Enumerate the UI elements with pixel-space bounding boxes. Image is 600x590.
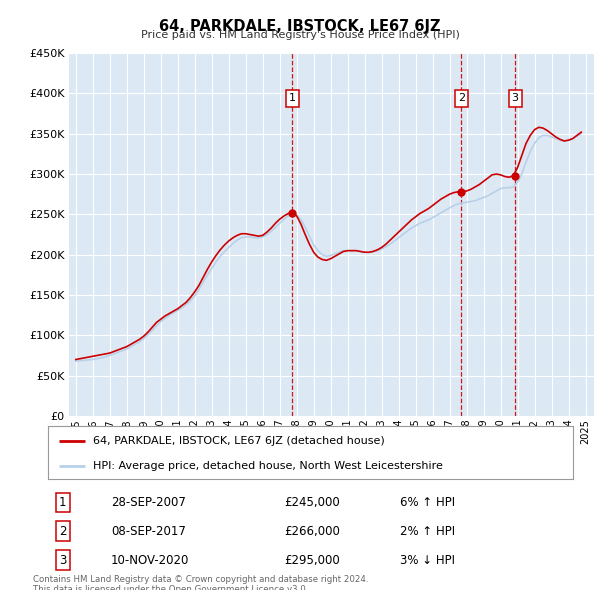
Text: 64, PARKDALE, IBSTOCK, LE67 6JZ (detached house): 64, PARKDALE, IBSTOCK, LE67 6JZ (detache… — [92, 436, 385, 446]
Text: 3: 3 — [59, 553, 67, 566]
Text: £295,000: £295,000 — [284, 553, 340, 566]
Text: 1: 1 — [59, 496, 67, 509]
Text: 3: 3 — [512, 93, 518, 103]
Text: 2% ↑ HPI: 2% ↑ HPI — [400, 525, 455, 537]
Text: 64, PARKDALE, IBSTOCK, LE67 6JZ: 64, PARKDALE, IBSTOCK, LE67 6JZ — [159, 19, 441, 34]
Text: 6% ↑ HPI: 6% ↑ HPI — [400, 496, 455, 509]
Text: 2: 2 — [59, 525, 67, 537]
Text: 08-SEP-2017: 08-SEP-2017 — [111, 525, 186, 537]
Text: 28-SEP-2007: 28-SEP-2007 — [111, 496, 186, 509]
Text: 2: 2 — [458, 93, 465, 103]
Text: HPI: Average price, detached house, North West Leicestershire: HPI: Average price, detached house, Nort… — [92, 461, 443, 471]
Text: 3% ↓ HPI: 3% ↓ HPI — [400, 553, 455, 566]
Text: £266,000: £266,000 — [284, 525, 340, 537]
Text: Contains HM Land Registry data © Crown copyright and database right 2024.
This d: Contains HM Land Registry data © Crown c… — [33, 575, 368, 590]
Text: £245,000: £245,000 — [284, 496, 340, 509]
Text: 1: 1 — [289, 93, 296, 103]
Text: 10-NOV-2020: 10-NOV-2020 — [111, 553, 190, 566]
Text: Price paid vs. HM Land Registry's House Price Index (HPI): Price paid vs. HM Land Registry's House … — [140, 30, 460, 40]
